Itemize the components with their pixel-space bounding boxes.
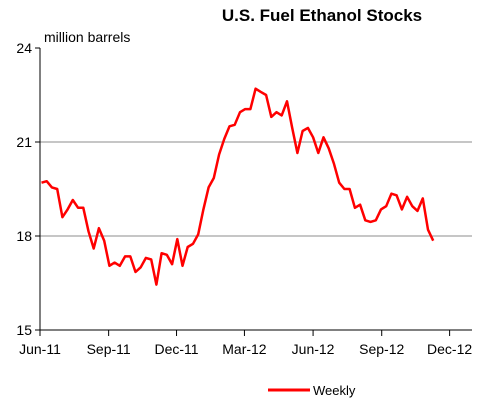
x-tick-label: Dec-11 (154, 341, 198, 357)
y-tick-label: 18 (16, 228, 32, 244)
legend: Weekly (268, 383, 356, 398)
x-tick-label: Sep-11 (87, 341, 131, 357)
gridlines (40, 141, 472, 237)
legend-label: Weekly (313, 383, 356, 398)
y-unit-label: million barrels (44, 29, 130, 45)
x-tick-labels: Jun-11 Sep-11 Dec-11 Mar-12 Jun-12 Sep-12 Dec-… (19, 330, 472, 357)
x-tick-label: Sep-12 (359, 341, 404, 357)
series-line-weekly (41, 87, 435, 286)
series-lines (41, 87, 435, 286)
y-tick-labels: 15 18 21 24 (16, 40, 40, 338)
axes (39, 48, 472, 331)
y-tick-label: 24 (16, 40, 32, 56)
x-tick-label: Mar-12 (222, 341, 267, 357)
y-tick-label: 21 (16, 134, 32, 150)
x-tick-label: Jun-12 (292, 341, 335, 357)
chart-title: U.S. Fuel Ethanol Stocks (222, 6, 422, 25)
x-tick-label: Dec-12 (427, 341, 472, 357)
y-tick-label: 15 (16, 322, 32, 338)
x-tick-label: Jun-11 (19, 341, 61, 357)
